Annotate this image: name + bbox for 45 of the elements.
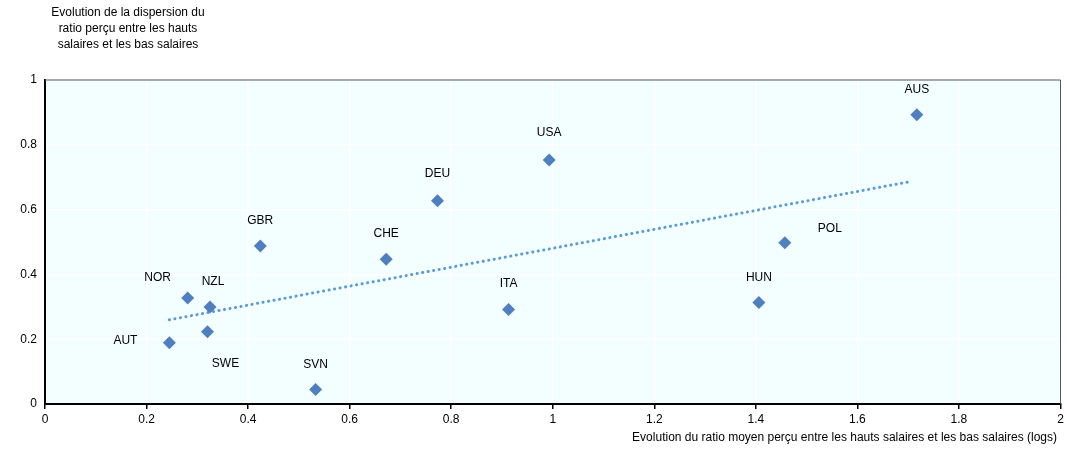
x-axis-title: Evolution du ratio moyen perçu entre les hauts salaires et les bas salaires (logs)	[632, 430, 1057, 444]
point	[542, 153, 556, 167]
annotation: DEU	[424, 166, 451, 181]
point	[253, 239, 267, 253]
point	[203, 300, 217, 314]
point	[309, 382, 323, 396]
annotation: GBR	[247, 213, 274, 228]
annotation: AUT	[113, 333, 139, 348]
point	[200, 325, 214, 339]
point	[430, 194, 444, 208]
x-tick-label: 0.4	[239, 411, 257, 426]
x-tick-label: 0.2	[138, 411, 156, 426]
y-tick-label: 0.4	[20, 266, 38, 281]
point	[181, 291, 195, 305]
x-tick-label: 1.6	[849, 411, 867, 426]
annotation: CHE	[373, 226, 399, 241]
point	[778, 236, 792, 250]
y-tick-label: 1	[30, 72, 38, 87]
point	[910, 108, 924, 122]
x-tick-label: 0.8	[442, 411, 460, 426]
annotation: USA	[536, 125, 562, 140]
point	[752, 296, 766, 310]
x-tick-label: 1	[549, 411, 557, 426]
x-tick-label: 0	[41, 411, 49, 426]
x-tick-label: 1.4	[747, 411, 765, 426]
annotation: HUN	[745, 269, 772, 284]
annotation: SVN	[303, 356, 328, 371]
y-tick-label: 0	[30, 396, 38, 411]
annotation: AUS	[904, 81, 930, 96]
annotation: NOR	[144, 270, 172, 285]
y-tick-label: 0.6	[20, 201, 38, 216]
y-tick-label: 0.8	[20, 137, 38, 152]
x-tick-label: 1.2	[645, 411, 663, 426]
y-axis-title: Evolution de la dispersion du ratio perçu entre les hauts salaires et les bas salaires	[50, 4, 206, 52]
annotation: POL	[817, 220, 843, 235]
x-tick-label: 0.6	[341, 411, 359, 426]
annotation: ITA	[499, 275, 518, 290]
point	[379, 252, 393, 266]
point	[162, 336, 176, 350]
x-tick-label: 2	[1057, 411, 1065, 426]
annotation: NZL	[201, 274, 225, 289]
point	[502, 302, 516, 316]
annotation: SWE	[211, 356, 240, 371]
y-tick-label: 0.2	[20, 331, 38, 346]
x-tick-label: 1.8	[950, 411, 968, 426]
